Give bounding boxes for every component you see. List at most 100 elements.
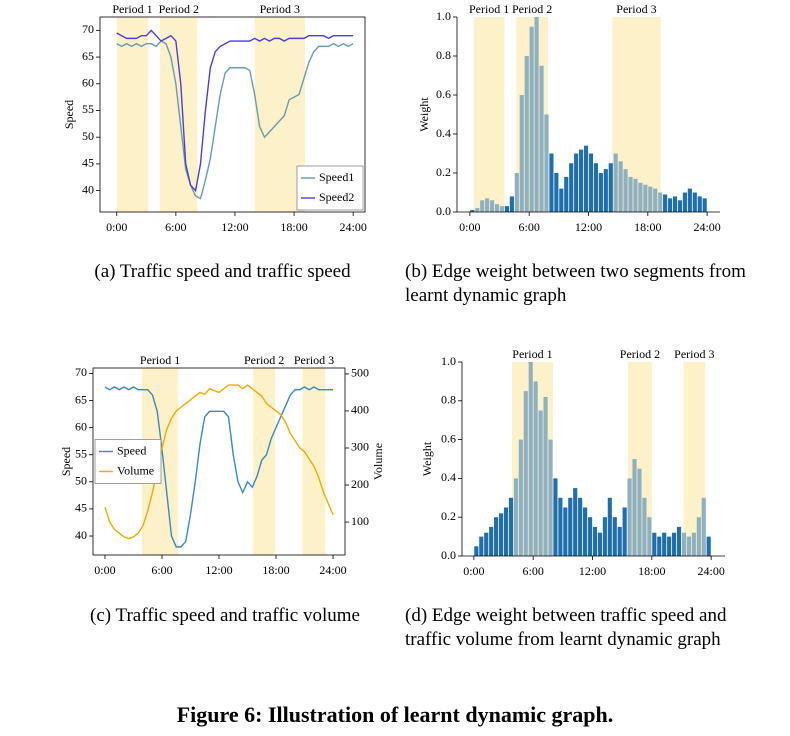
y-tick-label: 1.0 [441,354,456,368]
period-label: Period 2 [244,353,284,367]
x-tick-label: 0:00 [94,563,115,577]
bar [559,188,564,212]
x-tick-label: 12:00 [221,220,248,234]
period-label: Period 1 [469,2,509,16]
bar [475,208,480,212]
y-axis-label: Speed [62,100,76,129]
bar [524,56,529,212]
x-tick-label: 6:00 [523,564,544,578]
period-label: Period 1 [512,347,552,361]
bar [573,488,578,556]
x-tick-label: 6:00 [151,563,172,577]
figure-caption: Figure 6: Illustration of learnt dynamic… [176,702,614,727]
bar [503,507,509,556]
bar [662,532,667,556]
x-tick-label: 0:00 [463,564,484,578]
bar [706,536,711,556]
y-tick-label: 0.8 [441,393,456,407]
bar [518,439,523,556]
bar [627,478,632,556]
bar [549,153,554,212]
y2-tick-label: 500 [351,366,369,380]
y-tick-label: 1.0 [436,9,451,23]
x-tick-label: 12:00 [579,564,606,578]
bar [672,532,677,556]
bar [519,95,524,212]
period-label: Period 1 [140,353,180,367]
x-tick-label: 18:00 [262,563,289,577]
y-tick-label: 0.2 [441,509,456,523]
x-tick-label: 24:00 [319,563,346,577]
bar [642,497,647,556]
legend-label: Speed2 [319,190,354,204]
y-axis-label: Weight [420,441,434,476]
y-tick-label: 65 [82,49,94,63]
bar [663,194,668,212]
period-label: Period 2 [512,2,552,16]
y-tick-label: 70 [75,365,87,379]
bar [529,26,534,212]
bar [523,391,528,556]
y-tick-label: 40 [75,528,87,542]
period-label: Period 2 [159,2,199,16]
x-tick-label: 18:00 [280,220,307,234]
y-axis-label: Speed [59,447,73,476]
bar [608,163,613,212]
bar [485,198,490,212]
legend-box [296,165,364,211]
period-band [683,362,706,556]
period-label: Period 2 [620,347,660,361]
legend-box [94,439,162,484]
bar [569,163,574,212]
x-tick-label: 24:00 [693,220,720,234]
bar [558,497,563,556]
bar [494,204,500,212]
period-label: Period 3 [616,2,656,16]
bar [633,178,638,212]
y-tick-label: 0.6 [441,431,456,445]
bar [509,196,514,212]
y-axis-label: Weight [417,97,431,132]
bar [514,173,519,212]
legend-label: Speed1 [319,170,354,184]
y2-axis-label: Volume [371,443,385,480]
bar [484,532,489,556]
subcaption: (b) Edge weight between two segments fro… [405,261,746,306]
bar [638,182,643,212]
bar [592,526,598,556]
bar [643,184,648,212]
x-tick-label: 24:00 [697,564,724,578]
bar [597,532,602,556]
plot-frame [99,16,366,213]
bar [687,188,692,212]
bar [544,114,549,212]
bar [494,517,499,556]
bar [587,517,593,556]
bar [602,517,607,556]
x-tick-label: 0:00 [106,220,127,234]
subcaption: (c) Traffic speed and traffic volume [90,605,360,626]
bar [554,173,559,212]
y2-tick-label: 300 [351,440,369,454]
period-label: Period 3 [294,353,334,367]
period-label: Period 3 [260,2,300,16]
bar [508,497,514,556]
y-tick-label: 0.4 [441,470,456,484]
y-tick-label: 60 [82,76,94,90]
y-tick-label: 45 [75,501,87,515]
y-tick-label: 0.8 [436,48,451,62]
bar [618,161,623,212]
bar [667,536,672,556]
x-tick-label: 0:00 [459,220,480,234]
bar [607,497,612,556]
x-tick-label: 12:00 [205,563,232,577]
series-line [116,40,354,200]
bar [692,192,697,212]
bar [479,536,484,556]
y-tick-label: 55 [82,102,94,116]
bar [658,192,663,212]
bar [534,17,539,212]
bar [657,536,662,556]
series-line [116,29,354,193]
period-band [254,17,305,212]
